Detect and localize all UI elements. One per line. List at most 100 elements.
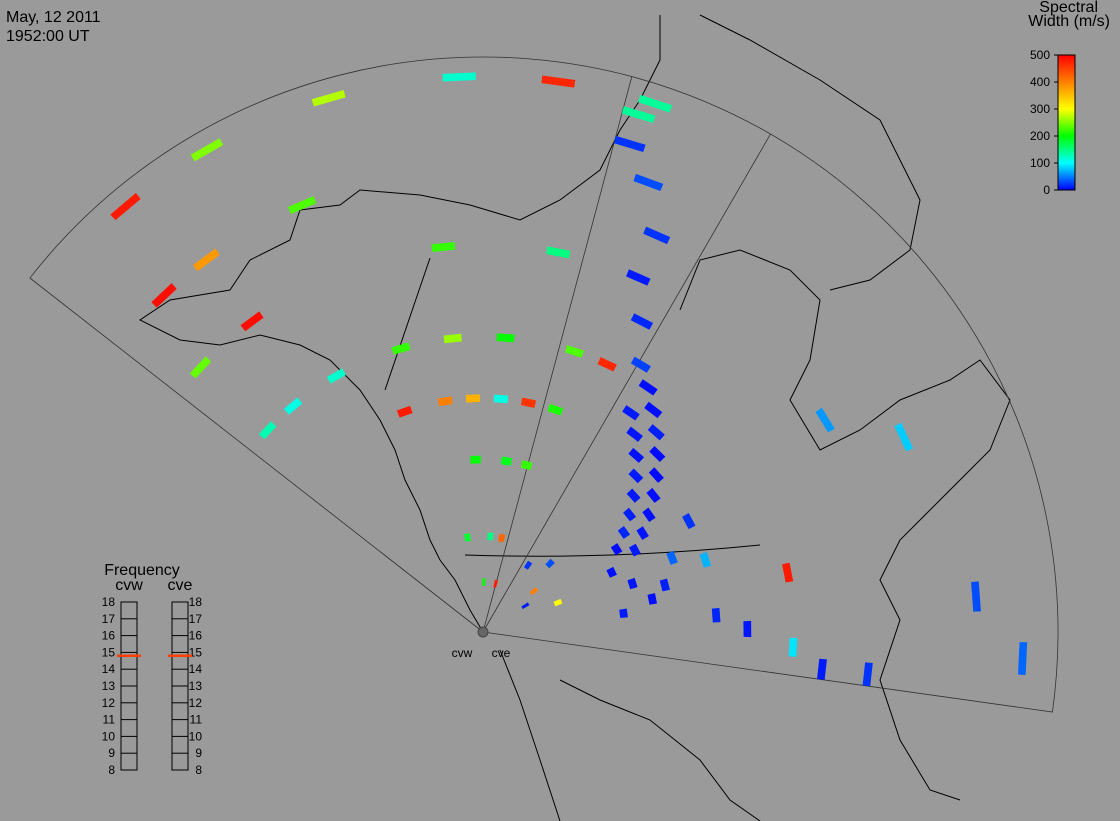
echo-cell (523, 560, 533, 570)
echo-cell (617, 525, 631, 539)
echo-cell (971, 581, 981, 612)
frequency-tick-label: 15 (189, 645, 203, 659)
echo-cell (498, 533, 506, 543)
echo-cell (443, 333, 462, 344)
echo-cell (553, 598, 563, 607)
echo-cell (711, 607, 721, 623)
echo-cell (815, 407, 835, 433)
echo-cell (682, 513, 696, 530)
frequency-radar: cvw (115, 577, 143, 594)
echo-cell (326, 368, 346, 384)
frequency-tick-label: 11 (190, 713, 203, 727)
echo-cell (192, 248, 220, 272)
echo-cell (496, 333, 515, 343)
echo-cell (283, 397, 303, 415)
echo-cell (628, 468, 644, 484)
echo-cell (442, 72, 476, 82)
echoes (110, 72, 1028, 687)
echo-cell (626, 488, 641, 503)
echo-cell (521, 602, 530, 609)
echo-cell (258, 421, 277, 440)
site-label: cvw (452, 646, 473, 660)
echo-cell (431, 242, 456, 253)
border (384, 257, 431, 391)
echo-cell (649, 445, 666, 462)
echo-cell (659, 578, 670, 592)
echo-cell (862, 662, 873, 687)
border (464, 544, 761, 557)
colorbar-title: Width (m/s) (1028, 13, 1110, 30)
echo-cell (564, 345, 585, 358)
frequency-tick-label: 16 (102, 629, 116, 643)
colorbar-tick-label: 100 (1030, 156, 1050, 170)
date: May, 12 2011 (6, 9, 101, 26)
echo-cell (487, 532, 494, 541)
colorbar (1057, 54, 1076, 191)
echo-cell (627, 577, 638, 590)
echo-cell (396, 405, 413, 418)
frequency-tick-label: 12 (102, 696, 116, 710)
frequency-tick-label: 14 (102, 662, 116, 676)
echo-cell (613, 135, 646, 153)
frequency-tick-label: 11 (103, 713, 116, 727)
echo-cell (311, 89, 346, 107)
coastline (499, 649, 561, 821)
frequency-tick-label: 15 (102, 645, 116, 659)
echo-cell (541, 75, 576, 88)
echo-cell (638, 94, 673, 113)
frequency-title: Frequency (104, 562, 180, 579)
echo-cell (1017, 642, 1028, 676)
echo-cell (647, 593, 658, 605)
frequency-tick-label: 18 (189, 595, 203, 609)
echo-cell (630, 356, 651, 373)
frequency-tick-label: 10 (189, 729, 203, 743)
echo-cell (623, 507, 637, 522)
coastline (679, 249, 1011, 801)
frequency-tick-label: 13 (102, 679, 116, 693)
echo-cell (482, 578, 486, 587)
echo-cell (500, 456, 513, 466)
echo-cell (547, 403, 564, 416)
echo-cell (189, 356, 212, 379)
echo-cell (493, 394, 509, 404)
echo-cell (629, 543, 641, 557)
echo-cell (110, 192, 141, 221)
echo-cell (190, 138, 224, 162)
echo-cell (638, 379, 658, 396)
site-label: cve (492, 646, 511, 660)
echo-cell (437, 396, 453, 407)
echo-cell (240, 311, 264, 332)
echo-cell (493, 579, 499, 588)
echo-cell (463, 533, 471, 542)
echo-cell (151, 283, 177, 308)
colorbar-title: Spectral (1039, 0, 1098, 16)
frequency-tick-label: 17 (189, 612, 203, 626)
colorbar-tick-label: 300 (1030, 102, 1050, 116)
echo-cell (520, 397, 537, 408)
echo-cell (391, 342, 411, 355)
coastline (559, 679, 761, 821)
echo-cell (647, 424, 665, 441)
echo-cell (465, 394, 480, 403)
echo-cell (545, 558, 555, 569)
frequency-tick-label: 16 (189, 629, 203, 643)
echo-cell (470, 455, 481, 464)
echo-cell (606, 566, 617, 578)
echo-cell (529, 587, 539, 596)
colorbar-tick-label: 500 (1030, 48, 1050, 62)
beam-edge (482, 133, 771, 633)
colorbar-tick-label: 0 (1043, 183, 1050, 197)
time: 1952:00 UT (6, 28, 90, 45)
echo-cell (610, 543, 623, 556)
echo-cell (666, 550, 678, 565)
fan-outline (29, 56, 1059, 713)
beam-edge (482, 76, 633, 633)
echo-cell (546, 246, 571, 259)
coastlines (139, 14, 1011, 821)
echo-cell (743, 620, 752, 638)
frequency-tick-label: 9 (195, 746, 202, 760)
echo-cell (788, 637, 798, 657)
echo-cell (894, 422, 914, 452)
